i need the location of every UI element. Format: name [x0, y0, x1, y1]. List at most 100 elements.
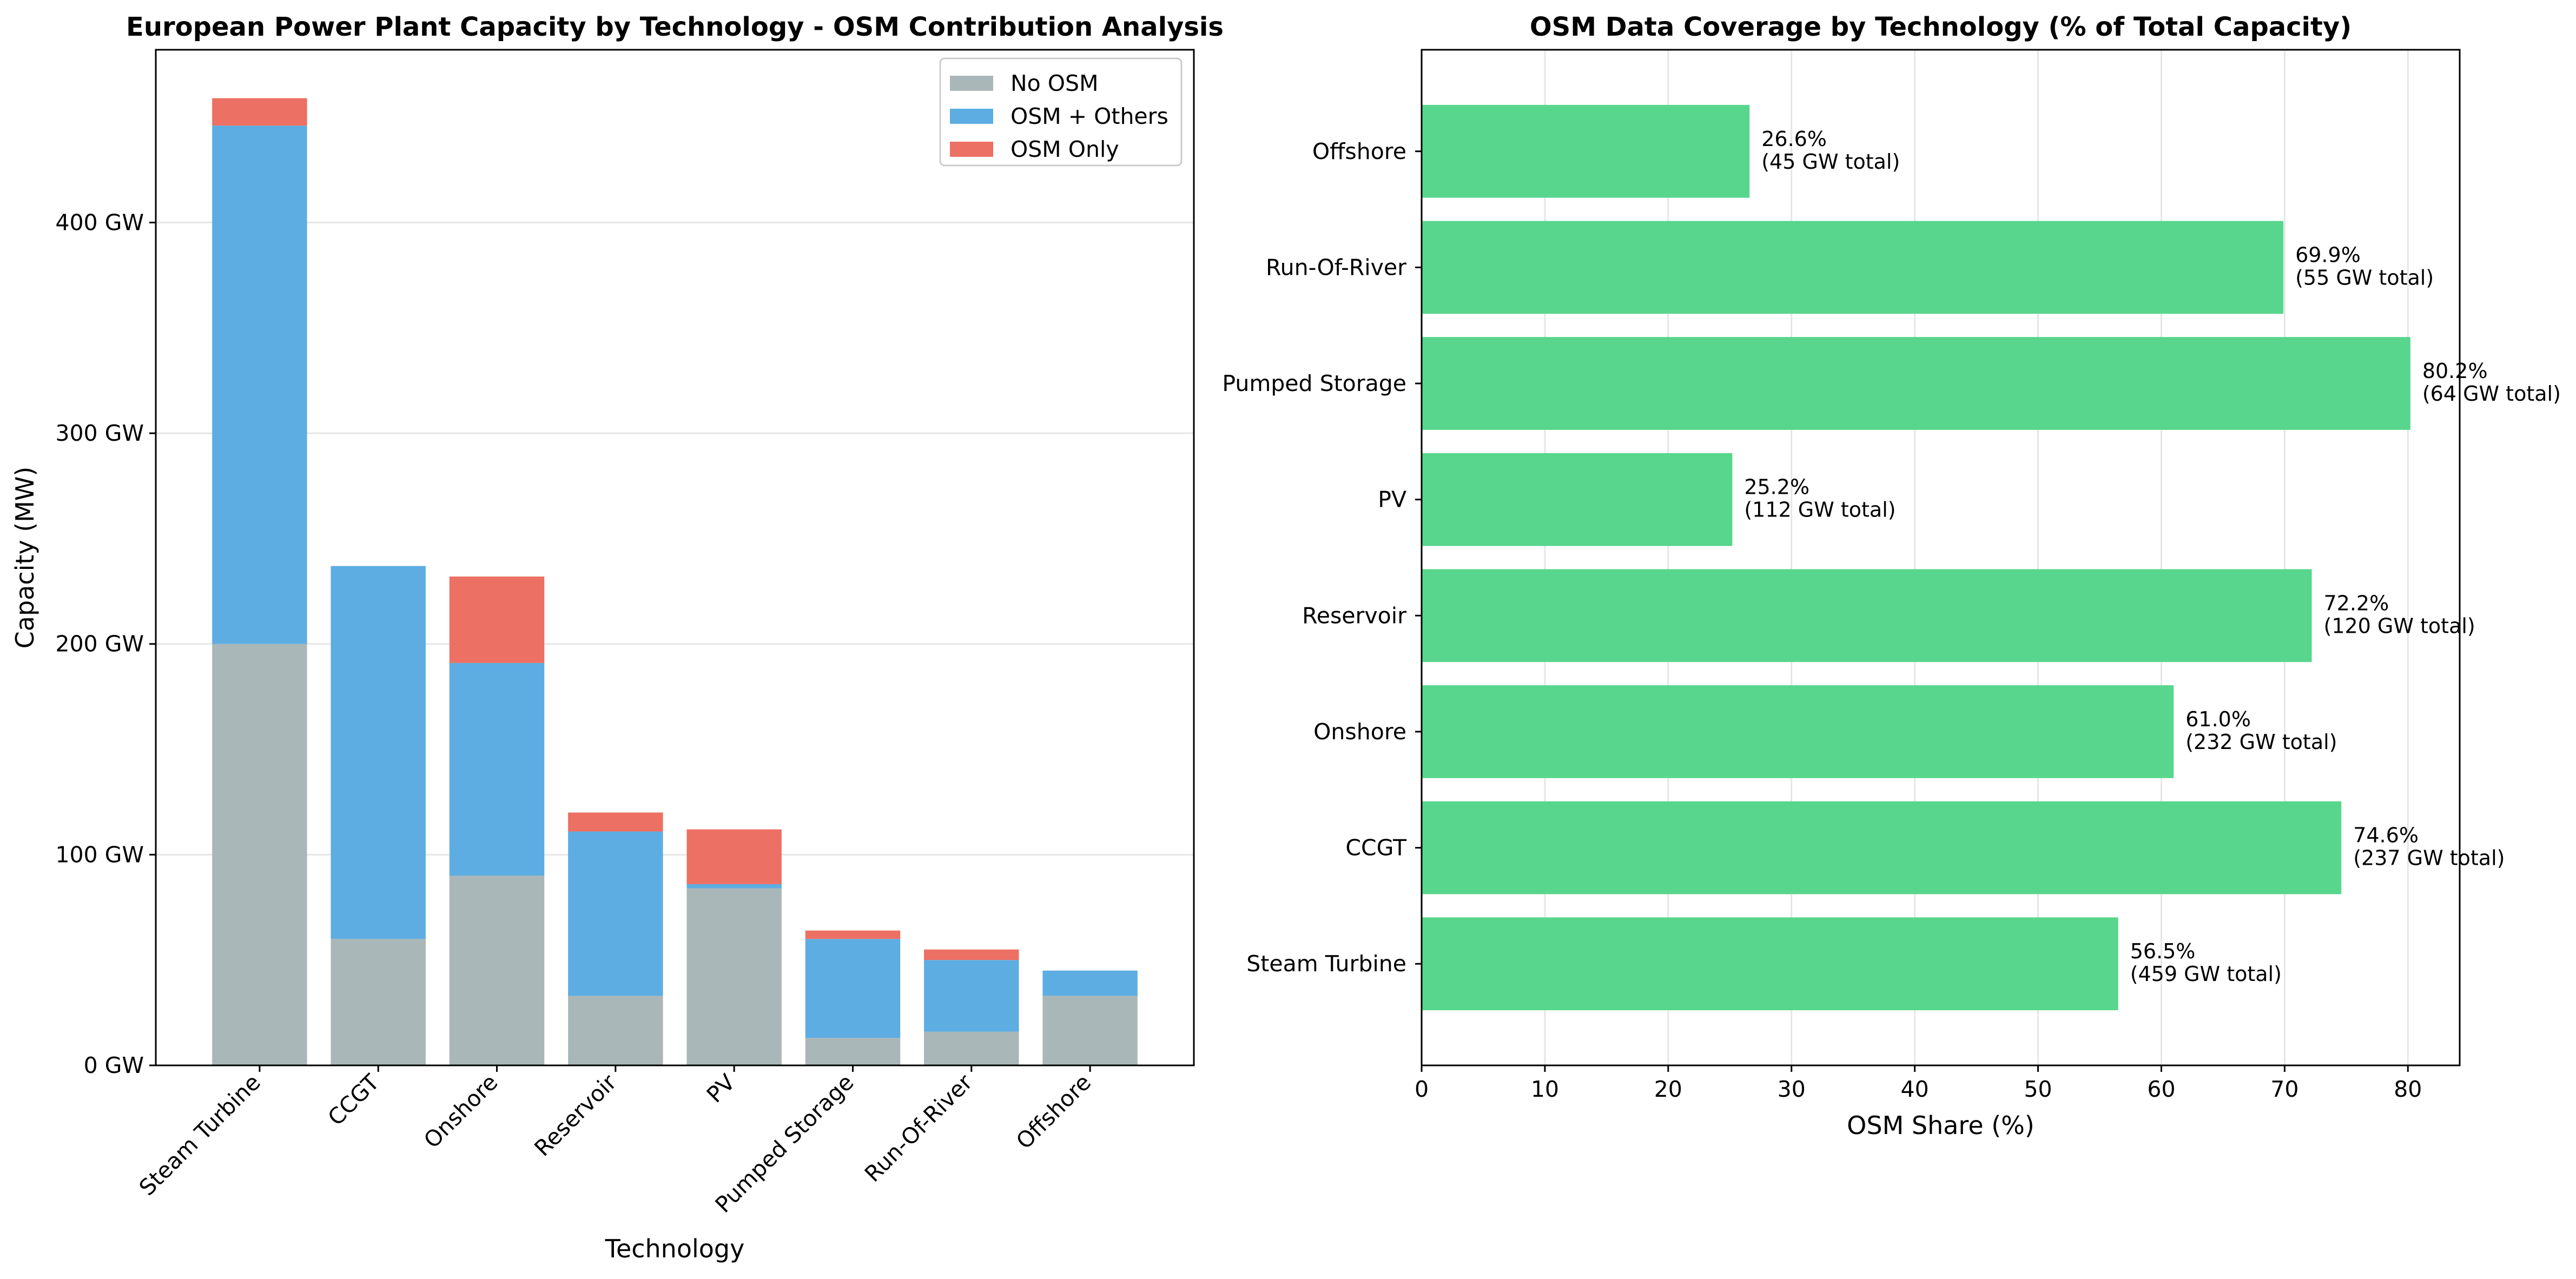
left-chart-title: European Power Plant Capacity by Technol… [126, 12, 1224, 42]
x-tick-label: 70 [2270, 1076, 2298, 1102]
bar-offshore-no-osm [1042, 996, 1138, 1065]
annotation-share-pv: 25.2% [1744, 475, 1809, 499]
legend-swatch-osm-others [950, 109, 993, 124]
right-x-ticks: 0 10 20 30 40 50 60 70 80 [1415, 1065, 2422, 1102]
x-tick-label: 50 [2024, 1076, 2052, 1102]
left-plot-frame [155, 49, 1195, 1066]
bar-steam-turbine-osm-only [212, 98, 307, 126]
bar-onshore-osm-only [449, 576, 545, 663]
coverage-bar-ccgt [1422, 801, 2342, 894]
y-tick-label-pv: PV [1378, 487, 1406, 513]
legend-label-no-osm: No OSM [1010, 70, 1098, 96]
coverage-bar-reservoir [1422, 569, 2312, 662]
stacked-bar-chart: 0 GW 100 GW 200 GW 300 GW 400 GW Steam Turbi… [10, 12, 1224, 1263]
x-tick-label-offshore: Offshore [1011, 1069, 1096, 1154]
right-x-axis-label: OSM Share (%) [1847, 1111, 2035, 1140]
coverage-bar-pumped-storage [1422, 337, 2410, 430]
coverage-bar-pv [1422, 453, 1733, 546]
x-tick-label: 0 [1415, 1076, 1429, 1102]
bar-pumped-storage-osm-others [805, 939, 901, 1038]
annotation-share-offshore: 26.6% [1761, 127, 1827, 151]
right-bars [1422, 104, 2410, 1011]
legend-label-osm-only: OSM Only [1010, 136, 1119, 162]
bar-reservoir-osm-others [568, 831, 663, 996]
annotation-share-reservoir: 72.2% [2324, 591, 2389, 615]
annotation-total-reservoir: (120 GW total) [2324, 614, 2475, 638]
right-gridlines [1421, 50, 2409, 1065]
left-y-ticks: 0 GW 100 GW 200 GW 300 GW 400 GW [55, 209, 156, 1078]
coverage-bar-onshore [1422, 685, 2174, 778]
y-tick-label-onshore: Onshore [1313, 719, 1406, 745]
annotation-share-run-of-river: 69.9% [2295, 243, 2361, 267]
x-tick-label: 60 [2147, 1076, 2175, 1102]
legend-label-osm-others: OSM + Others [1010, 103, 1168, 129]
bar-ccgt-no-osm [331, 939, 426, 1065]
bar-reservoir-no-osm [568, 996, 663, 1065]
legend-swatch-no-osm [950, 76, 993, 91]
annotation-total-pv: (112 GW total) [1744, 498, 1895, 522]
right-y-ticks: Steam Turbine CCGT Onshore Reservoir PV Pumpe… [1222, 138, 1422, 977]
y-tick-label: 400 GW [55, 209, 144, 235]
bar-pv-no-osm [686, 888, 782, 1065]
horizontal-bar-chart: 0 10 20 30 40 50 60 70 80 Steam Turbine CCGT Onsho… [1222, 12, 2561, 1140]
annotation-share-ccgt: 74.6% [2353, 824, 2419, 847]
x-tick-label: 80 [2394, 1076, 2422, 1102]
bar-annotations: 56.5%(459 GW total) 74.6%(237 GW total) 61… [1744, 127, 2561, 986]
y-tick-label-offshore: Offshore [1312, 138, 1406, 164]
annotation-total-ccgt: (237 GW total) [2353, 846, 2505, 870]
legend-box [939, 57, 1183, 167]
x-tick-label: 20 [1654, 1076, 1682, 1102]
x-tick-label-ccgt: CCGT [323, 1069, 385, 1130]
annotation-share-onshore: 61.0% [2185, 707, 2251, 731]
x-tick-label-pv: PV [702, 1069, 740, 1108]
annotation-total-pumped-storage: (64 GW total) [2422, 382, 2561, 406]
coverage-bar-run-of-river [1422, 221, 2284, 314]
bar-pv-osm-others [686, 884, 782, 889]
left-x-ticks: Steam Turbine CCGT Onshore Reservoir PVPumpe… [134, 1065, 1096, 1218]
x-tick-label: 30 [1778, 1076, 1806, 1102]
x-tick-label-run-of-river: Run-Of-River [860, 1069, 977, 1187]
annotation-total-run-of-river: (55 GW total) [2295, 266, 2434, 289]
bar-onshore-osm-others [449, 662, 545, 876]
y-tick-label: 200 GW [55, 631, 144, 657]
x-tick-label-steam-turbine: Steam Turbine [134, 1069, 266, 1201]
y-tick-label-steam-turbine: Steam Turbine [1246, 951, 1406, 977]
left-gridlines [156, 221, 1194, 1066]
annotation-total-offshore: (45 GW total) [1761, 150, 1900, 174]
coverage-bar-steam-turbine [1422, 917, 2118, 1011]
bar-offshore-osm-others [1042, 970, 1138, 996]
y-tick-label-ccgt: CCGT [1345, 835, 1407, 861]
bar-pumped-storage-osm-only [805, 930, 901, 939]
y-tick-label-run-of-river: Run-Of-River [1266, 254, 1406, 280]
y-tick-label: 0 GW [84, 1052, 144, 1078]
y-tick-label: 100 GW [55, 841, 144, 867]
x-tick-label: 40 [1901, 1076, 1929, 1102]
x-tick-label-reservoir: Reservoir [530, 1069, 622, 1161]
annotation-total-steam-turbine: (459 GW total) [2130, 962, 2282, 986]
bar-steam-turbine-no-osm [212, 644, 307, 1065]
bar-pumped-storage-no-osm [805, 1038, 901, 1065]
coverage-bar-offshore [1422, 104, 1750, 198]
left-y-axis-label: Capacity (MW) [10, 467, 39, 649]
annotation-share-pumped-storage: 80.2% [2422, 359, 2488, 383]
bar-run-of-river-osm-only [924, 949, 1019, 960]
y-tick-label-reservoir: Reservoir [1302, 602, 1406, 628]
bar-ccgt-osm-others [331, 566, 426, 939]
y-tick-label: 300 GW [55, 420, 144, 446]
bar-onshore-no-osm [449, 876, 545, 1065]
legend: No OSM OSM + Others OSM Only [939, 57, 1183, 167]
legend-swatch-osm-only [950, 142, 993, 157]
bar-pv-osm-only [686, 829, 782, 884]
x-tick-label-onshore: Onshore [419, 1069, 503, 1153]
left-bars [212, 98, 1138, 1065]
bar-run-of-river-osm-others [924, 960, 1019, 1032]
bar-reservoir-osm-only [568, 812, 663, 832]
right-chart-title: OSM Data Coverage by Technology (% of To… [1530, 12, 2352, 42]
bar-run-of-river-no-osm [924, 1031, 1019, 1065]
y-tick-label-pumped-storage: Pumped Storage [1222, 370, 1406, 396]
x-tick-label: 10 [1531, 1076, 1559, 1102]
right-plot-frame [1421, 49, 2461, 1066]
bar-steam-turbine-osm-others [212, 125, 307, 644]
annotation-total-onshore: (232 GW total) [2185, 730, 2337, 754]
